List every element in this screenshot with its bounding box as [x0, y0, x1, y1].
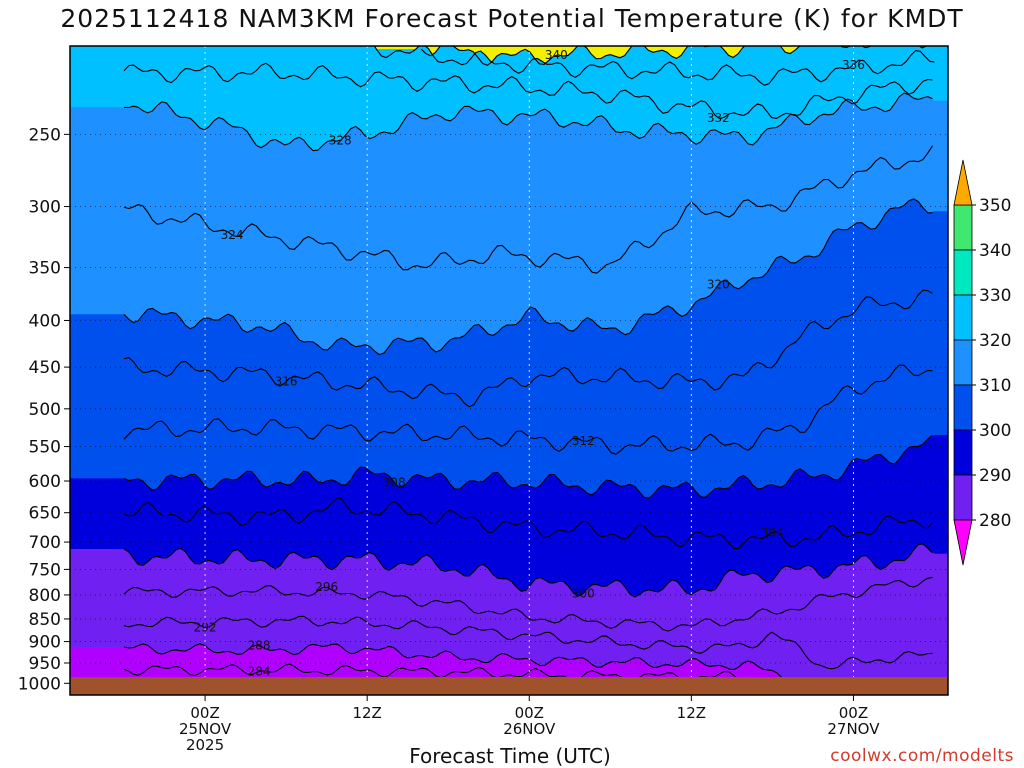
isentrope-292 — [123, 615, 933, 670]
isentrope-label: 308 — [383, 475, 406, 489]
isentrope-324 — [123, 145, 933, 274]
credit-text: coolwx.com/modelts — [830, 746, 1014, 766]
y-tick-label: 500 — [29, 400, 61, 420]
plot-area — [70, 46, 948, 695]
colorbar-segment — [953, 429, 973, 476]
isentrope-label: 316 — [275, 375, 298, 389]
colorbar-segment — [953, 474, 973, 521]
y-tick-label: 600 — [29, 472, 61, 492]
y-tick-label: 400 — [29, 311, 61, 331]
y-tick-label: 800 — [29, 586, 61, 606]
isentrope-label: 320 — [707, 277, 730, 291]
colorbar-segment — [953, 249, 973, 296]
isentrope-label: 292 — [194, 621, 217, 635]
isentrope-label: 340 — [545, 48, 568, 62]
colorbar-segment — [953, 339, 973, 386]
colorbar-label: 300 — [979, 421, 1011, 441]
y-axis-ticks: 250 300 350 400 450 500 550 600 650 700 750 800 850 9… — [18, 125, 70, 694]
isentrope-label: 328 — [329, 133, 352, 147]
colorbar-label: 310 — [979, 376, 1011, 396]
y-tick-label: 950 — [29, 654, 61, 674]
y-tick-label: 250 — [29, 125, 61, 145]
x-tick-label: 12Z — [677, 704, 706, 722]
isentrope-300 — [123, 543, 933, 598]
contour-labels: 284 288 292 296 300 304 308 312 316 320 324 328 332 3… — [194, 48, 865, 678]
y-tick-label: 750 — [29, 560, 61, 580]
chart-title: 2025112418 NAM3KM Forecast Potential Tem… — [60, 4, 964, 33]
colorbar-label: 320 — [979, 331, 1011, 351]
colorbar: 350 340 330 320 310 300 290 280 — [953, 159, 1011, 566]
plot-frame — [69, 45, 949, 696]
isentrope-332 — [123, 62, 933, 120]
isentrope-label: 296 — [315, 580, 338, 594]
isentrope-label: 312 — [572, 434, 595, 448]
isentrope-304 — [123, 497, 933, 550]
x-tick-label: 00Z — [839, 704, 868, 722]
isentrope-288 — [123, 643, 796, 684]
x-tick-label: 00Z — [190, 704, 219, 722]
isentrope-328 — [123, 92, 933, 152]
colorbar-segment — [953, 384, 973, 431]
y-tick-label: 900 — [29, 633, 61, 653]
x-tick-label: 00Z — [515, 704, 544, 722]
isentrope-label: 336 — [842, 58, 865, 72]
isentrope-340 — [420, 46, 928, 66]
isentrope-label: 288 — [248, 639, 271, 653]
colorbar-label: 280 — [979, 511, 1011, 531]
isentrope-316 — [123, 289, 933, 408]
y-tick-label: 350 — [29, 259, 61, 279]
colorbar-bottom-arrow — [953, 519, 973, 566]
ground-strip — [70, 677, 948, 695]
isentrope-308 — [123, 434, 933, 500]
x-tick-label: 12Z — [352, 704, 381, 722]
gridlines — [70, 46, 948, 695]
y-tick-label: 450 — [29, 358, 61, 378]
y-tick-label: 700 — [29, 533, 61, 553]
colorbar-label: 290 — [979, 466, 1011, 486]
isentrope-312 — [123, 364, 933, 455]
isentrope-label: 300 — [572, 587, 595, 601]
y-tick-label: 850 — [29, 610, 61, 630]
isentrope-336 — [373, 46, 935, 86]
isentrope-320 — [123, 198, 933, 356]
colorbar-segment — [953, 204, 973, 251]
x-tick-label: 25NOV — [179, 720, 232, 738]
colorbar-top-arrow — [953, 159, 973, 206]
isentrope-label: 332 — [707, 111, 730, 125]
x-tick-label: 26NOV — [503, 720, 556, 738]
colorbar-label: 330 — [979, 286, 1011, 306]
colorbar-label: 350 — [979, 196, 1011, 216]
isentrope-label: 284 — [248, 664, 271, 678]
y-tick-label: 550 — [29, 438, 61, 458]
theta-bands — [70, 46, 948, 695]
x-tick-label: 2025 — [186, 736, 224, 754]
y-tick-label: 1000 — [18, 674, 61, 694]
y-tick-label: 650 — [29, 504, 61, 524]
x-tick-label: 27NOV — [827, 720, 880, 738]
isentrope-296 — [123, 576, 933, 632]
colorbar-label: 340 — [979, 241, 1011, 261]
isentrope-label: 324 — [221, 228, 244, 242]
colorbar-segment — [953, 294, 973, 341]
y-tick-label: 300 — [29, 198, 61, 218]
isentrope-label: 304 — [761, 525, 784, 539]
x-axis-label: Forecast Time (UTC) — [409, 744, 611, 768]
